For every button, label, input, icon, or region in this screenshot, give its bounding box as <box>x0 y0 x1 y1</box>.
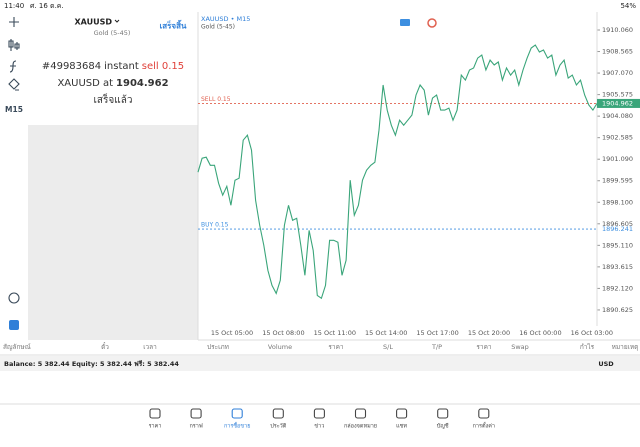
column-header: สัญลักษณ์ <box>3 343 31 351</box>
tab-label[interactable]: กล่องจดหมาย <box>344 424 377 430</box>
indicators-icon[interactable] <box>8 39 20 51</box>
tab-icon[interactable] <box>190 408 202 419</box>
y-tick-label: 1892.120 <box>602 284 633 292</box>
y-tick-label: 1890.625 <box>602 306 633 314</box>
timeframe-button[interactable]: M15 <box>5 105 23 114</box>
column-header: S/L <box>383 343 393 351</box>
x-tick-label: 15 Oct 20:00 <box>468 329 510 337</box>
tab-icon[interactable] <box>272 408 284 419</box>
status-date: ศ. 16 ต.ค. <box>30 2 64 10</box>
summary-row <box>0 356 640 371</box>
price-line <box>197 44 598 300</box>
x-tick-label: 16 Oct 03:00 <box>571 329 613 337</box>
tab-icon[interactable] <box>231 408 243 419</box>
crosshair-icon[interactable] <box>9 17 19 27</box>
column-header: Volume <box>268 343 292 351</box>
tab-label[interactable]: แชท <box>396 423 407 430</box>
y-tick-label: 1908.565 <box>602 48 633 56</box>
x-tick-label: 15 Oct 11:00 <box>314 329 356 337</box>
chevron <box>114 19 120 23</box>
ticket: #49983684 <box>42 61 101 72</box>
tab-icon[interactable] <box>149 408 161 419</box>
balance-summary: Balance: 5 382.44 Equity: 5 382.44 ฟรี: … <box>4 360 179 368</box>
column-header: ตั๋ว <box>101 342 109 351</box>
tab-icon[interactable] <box>478 408 490 419</box>
column-header: T/P <box>431 343 442 351</box>
price-tag <box>597 98 640 108</box>
column-header: Swap <box>511 343 529 351</box>
signal-icon[interactable] <box>427 18 437 28</box>
y-tick-label: 1907.070 <box>602 69 633 77</box>
order-description: Gold (5-45) <box>94 29 131 37</box>
order-panel-empty <box>28 125 198 340</box>
y-tick-label: 1898.100 <box>602 198 633 206</box>
tab-label[interactable]: บัญชี <box>437 423 449 430</box>
order-symbol[interactable]: XAUUSD <box>74 18 112 27</box>
search-icon[interactable] <box>8 292 20 304</box>
y-tick-label: 1899.595 <box>602 177 633 185</box>
price-prefix: XAUUSD at <box>57 78 113 89</box>
y-tick-label: 1901.090 <box>602 155 633 163</box>
column-header: ราคา <box>328 343 343 351</box>
x-tick-label: 16 Oct 00:00 <box>519 329 561 337</box>
y-tick-label: 1904.080 <box>602 112 633 120</box>
x-tick-label: 15 Oct 17:00 <box>416 329 458 337</box>
y-tick-label: 1896.605 <box>602 220 633 228</box>
y-tick-label: 1902.585 <box>602 134 633 142</box>
tab-label[interactable]: ประวัติ <box>270 423 286 430</box>
done-button[interactable]: เสร็จสิ้น <box>160 20 187 31</box>
toolbar: M15 <box>5 17 23 330</box>
order-line-label: BUY 0.15 <box>201 222 229 229</box>
tab-icon[interactable] <box>354 408 367 419</box>
chart-title: XAUUSD • M15 <box>201 15 250 23</box>
chart: XAUUSD • M15 Gold (5-45) <box>197 12 640 341</box>
chart-subtitle: Gold (5-45) <box>201 24 235 31</box>
status-battery: 54% <box>620 2 636 10</box>
order-line-label: SELL 0.15 <box>201 96 231 103</box>
column-header: ราคา <box>476 343 491 351</box>
order-price: 1904.962 <box>116 78 169 89</box>
y-tick-label: 1893.615 <box>602 263 633 271</box>
trade-icon[interactable] <box>9 320 19 330</box>
order-panel <box>28 12 198 125</box>
column-header: กำไร <box>580 343 595 351</box>
order-status: เสร็จแล้ว <box>94 92 133 106</box>
column-header: ประเภท <box>207 343 229 351</box>
x-tick-label: 15 Oct 05:00 <box>211 329 253 337</box>
functions-icon[interactable] <box>9 60 17 73</box>
order-result: #49983684 instant sell 0.15 <box>42 61 184 72</box>
x-tick-label: 15 Oct 14:00 <box>365 329 407 337</box>
tab-icon[interactable] <box>437 408 449 419</box>
tab-label[interactable]: การตั้งค่า <box>473 422 495 430</box>
objects-icon[interactable] <box>8 78 20 91</box>
one-click-icon[interactable] <box>400 19 410 26</box>
y-tick-label: 1895.110 <box>602 241 633 249</box>
price-tag-label: 1904.962 <box>602 99 633 107</box>
column-header: เวลา <box>143 343 157 351</box>
mode: instant <box>104 61 139 72</box>
tab-icon[interactable] <box>313 408 325 419</box>
x-tick-label: 15 Oct 08:00 <box>262 329 304 337</box>
y-tick-label: 1905.575 <box>602 91 633 99</box>
tab-label[interactable]: ข่าว <box>314 424 324 430</box>
currency: USD <box>598 360 614 368</box>
y-tick-label: 1910.060 <box>602 26 633 34</box>
price-tag-label: 1896.241 <box>602 225 633 233</box>
tab-label[interactable]: การซื้อขาย <box>224 422 250 430</box>
tab-label[interactable]: กราฟ <box>189 423 202 430</box>
action: sell 0.15 <box>142 61 184 72</box>
tab-label[interactable]: ราคา <box>149 424 162 430</box>
order-price-line: XAUUSD at 1904.962 <box>57 78 168 89</box>
status-time: 11:40 <box>4 2 24 10</box>
column-header: หมายเหตุ <box>612 343 639 351</box>
tab-icon[interactable] <box>396 408 408 419</box>
